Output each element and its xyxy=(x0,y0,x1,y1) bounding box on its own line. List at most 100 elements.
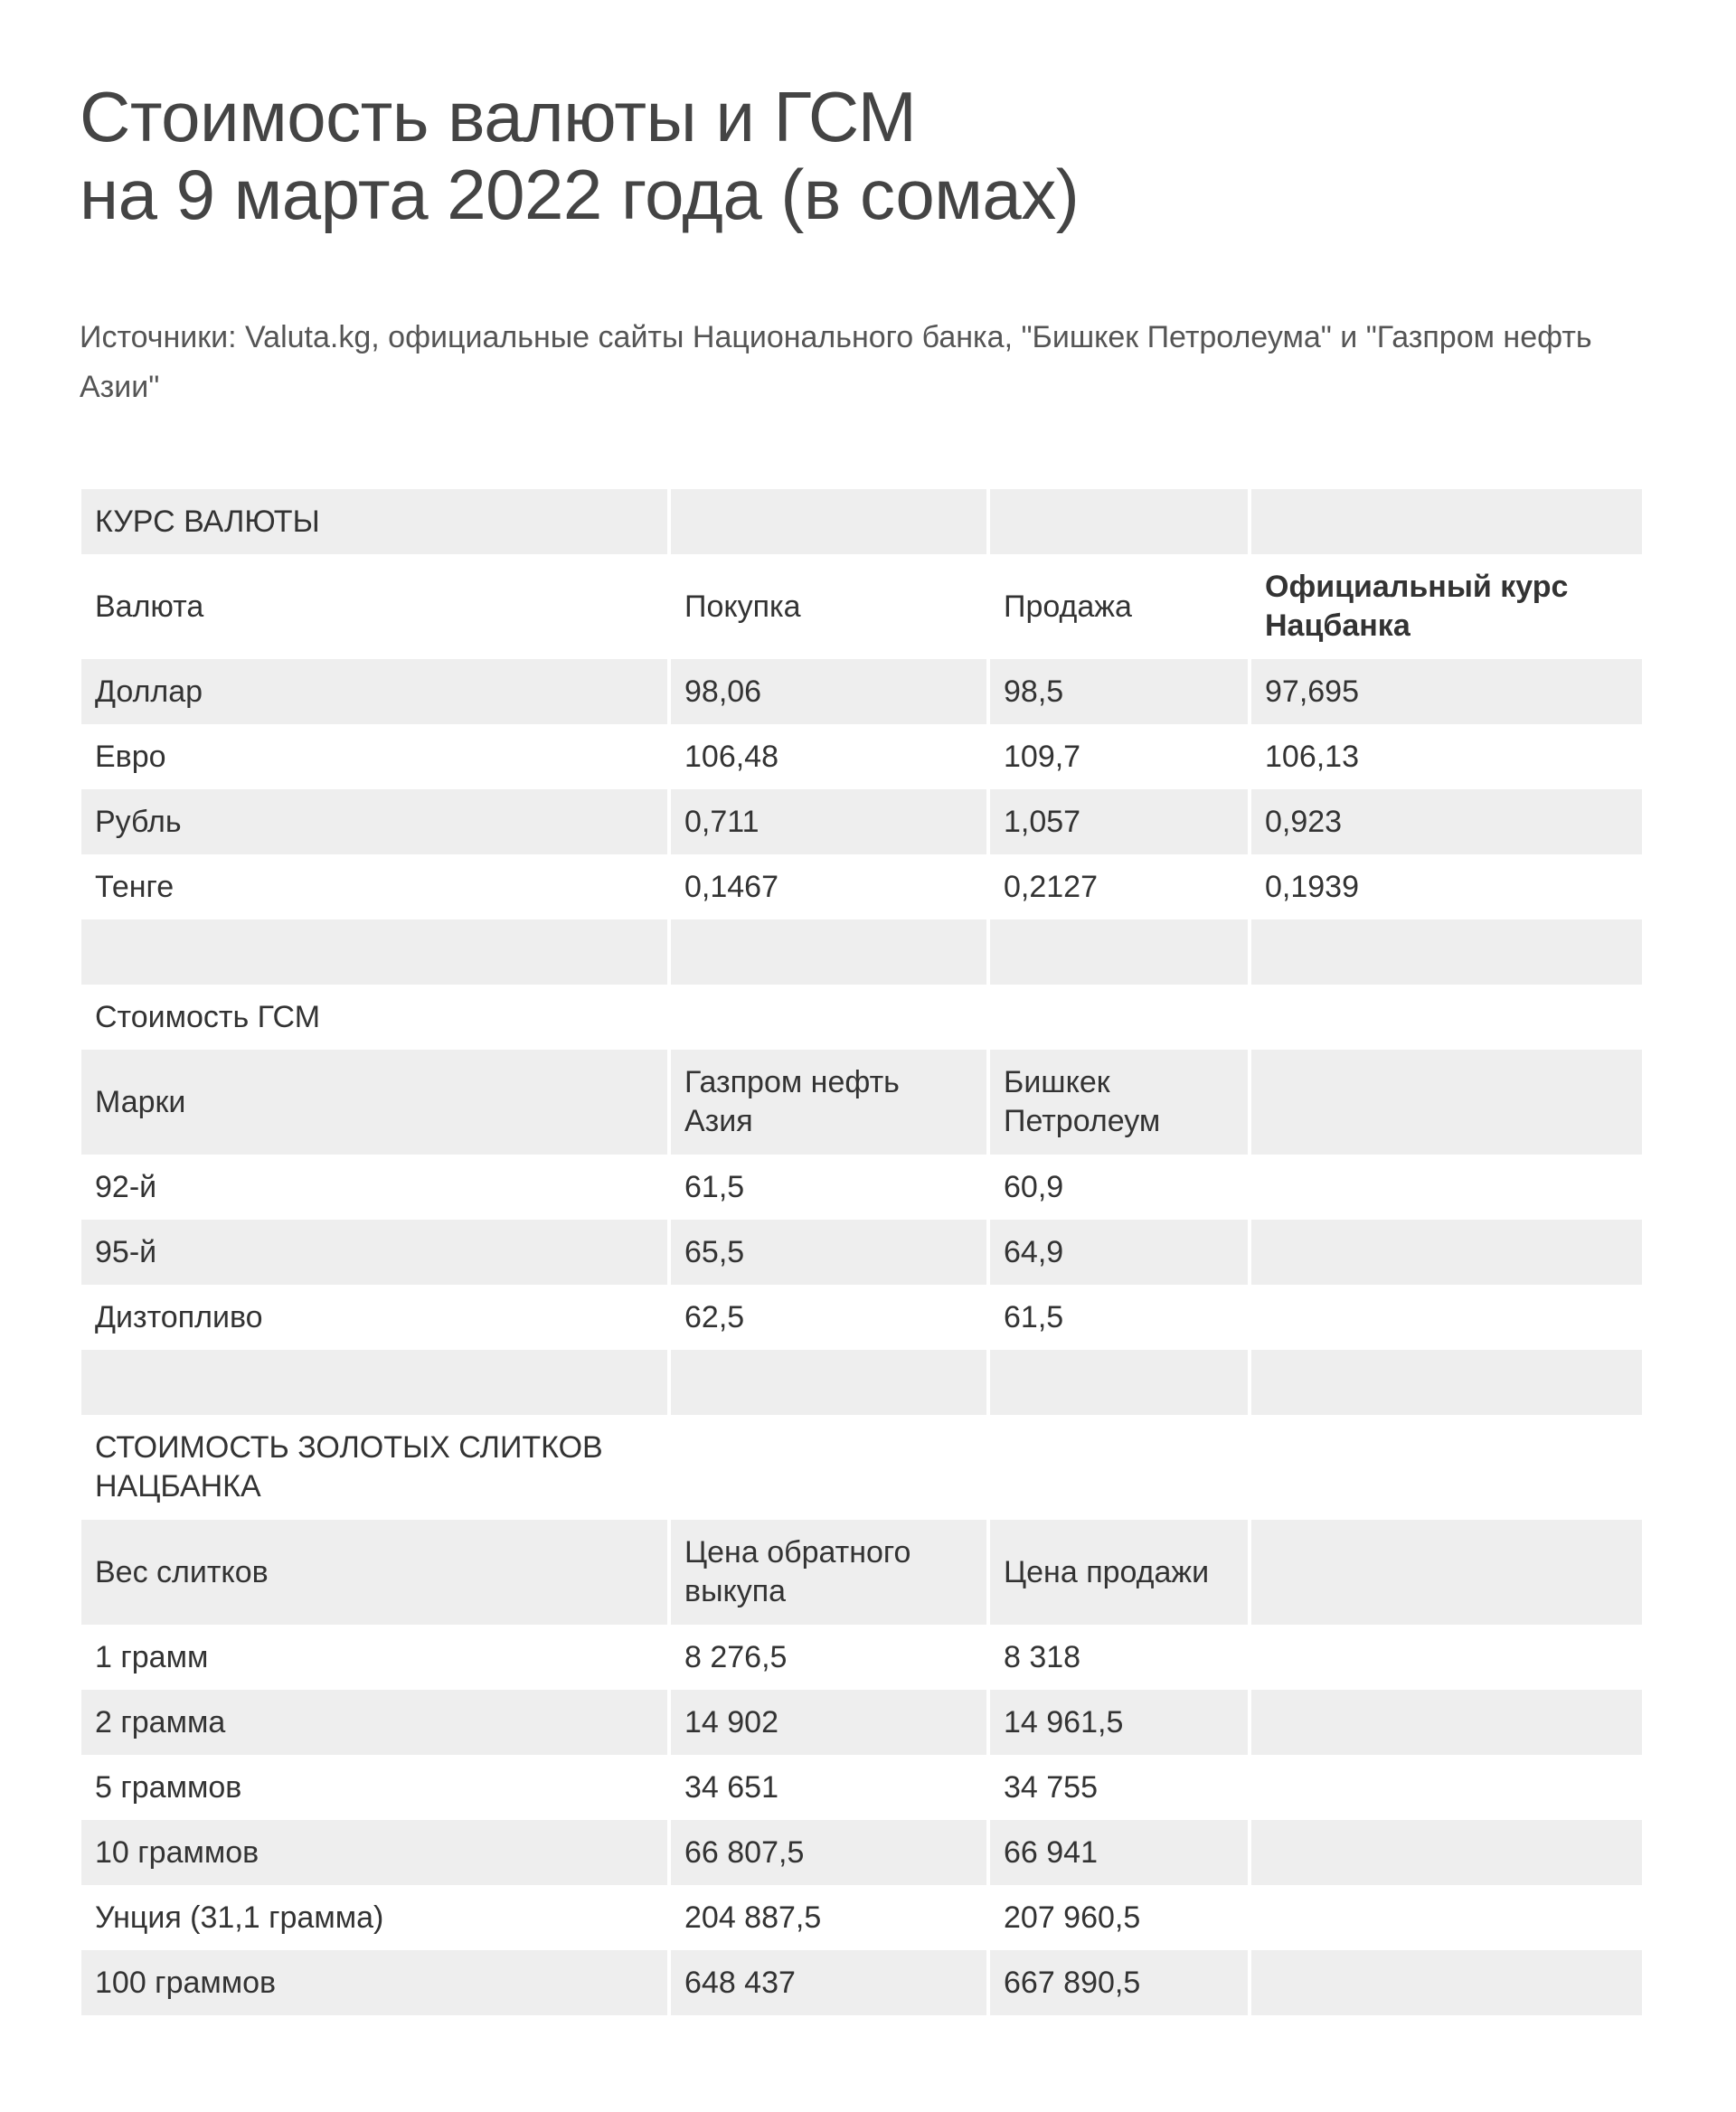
table-cell: 95-й xyxy=(81,1220,667,1285)
table-cell: 648 437 xyxy=(671,1950,986,2015)
table-cell: 14 902 xyxy=(671,1690,986,1755)
table-cell xyxy=(990,985,1248,1050)
table-cell: Доллар xyxy=(81,659,667,724)
table-cell: 204 887,5 xyxy=(671,1885,986,1950)
table-row: Тенге 0,1467 0,2127 0,1939 xyxy=(81,854,1642,919)
sources-note: Источники: Valuta.kg, официальные сайты … xyxy=(80,320,1592,404)
table-cell: 34 755 xyxy=(990,1755,1248,1820)
table-row: Дизтопливо 62,5 61,5 xyxy=(81,1285,1642,1350)
table-row: Доллар 98,06 98,5 97,695 xyxy=(81,659,1642,724)
table-cell: 10 граммов xyxy=(81,1820,667,1885)
table-cell: 8 276,5 xyxy=(671,1625,986,1690)
table-cell xyxy=(671,1415,986,1520)
table-cell: 92-й xyxy=(81,1155,667,1220)
table-cell: 62,5 xyxy=(671,1285,986,1350)
table-cell xyxy=(671,1350,986,1415)
title-line-1: Стоимость валюты и ГСМ xyxy=(80,77,917,156)
table-cell: 0,1467 xyxy=(671,854,986,919)
table-row: 10 граммов 66 807,5 66 941 xyxy=(81,1820,1642,1885)
table-cell xyxy=(990,489,1248,554)
table-cell: Покупка xyxy=(671,554,986,659)
table-row: 1 грамм 8 276,5 8 318 xyxy=(81,1625,1642,1690)
table-cell xyxy=(1251,1820,1642,1885)
table-cell: 98,5 xyxy=(990,659,1248,724)
table-cell: 98,06 xyxy=(671,659,986,724)
table-cell: 106,48 xyxy=(671,724,986,789)
table-row: Стоимость ГСМ xyxy=(81,985,1642,1050)
table-cell: Бишкек Петролеум xyxy=(990,1050,1248,1155)
title-line-2: на 9 марта 2022 года (в сомах) xyxy=(80,155,1080,234)
table-cell xyxy=(990,1350,1248,1415)
table-row: Рубль 0,711 1,057 0,923 xyxy=(81,789,1642,854)
table-cell xyxy=(1251,1520,1642,1625)
table-cell xyxy=(1251,985,1642,1050)
table-cell xyxy=(1251,1155,1642,1220)
table-cell xyxy=(1251,1625,1642,1690)
table-row xyxy=(81,1350,1642,1415)
table-cell: Цена обратного выкупа xyxy=(671,1520,986,1625)
table-cell: 109,7 xyxy=(990,724,1248,789)
table-cell: 66 807,5 xyxy=(671,1820,986,1885)
table-row: 95-й 65,5 64,9 xyxy=(81,1220,1642,1285)
table-cell: Евро xyxy=(81,724,667,789)
table-cell: Вес слитков xyxy=(81,1520,667,1625)
table-cell: Рубль xyxy=(81,789,667,854)
table-cell xyxy=(1251,1350,1642,1415)
table-row: 92-й 61,5 60,9 xyxy=(81,1155,1642,1220)
table-cell: 0,1939 xyxy=(1251,854,1642,919)
table-cell: 34 651 xyxy=(671,1755,986,1820)
table-cell: Официальный курс Нацбанка xyxy=(1251,554,1642,659)
table-cell: 1,057 xyxy=(990,789,1248,854)
table-cell: КУРС ВАЛЮТЫ xyxy=(81,489,667,554)
table-cell: 8 318 xyxy=(990,1625,1248,1690)
table-cell: Стоимость ГСМ xyxy=(81,985,667,1050)
table-cell: Дизтопливо xyxy=(81,1285,667,1350)
table-row: Марки Газпром нефть Азия Бишкек Петролеум xyxy=(81,1050,1642,1155)
table-cell: Унция (31,1 грамма) xyxy=(81,1885,667,1950)
table-cell xyxy=(671,489,986,554)
table-cell: 207 960,5 xyxy=(990,1885,1248,1950)
table-row: 100 граммов 648 437 667 890,5 xyxy=(81,1950,1642,2015)
table-cell: Газпром нефть Азия xyxy=(671,1050,986,1155)
table-row: Валюта Покупка Продажа Официальный курс Нац… xyxy=(81,554,1642,659)
table-cell: Марки xyxy=(81,1050,667,1155)
table-cell xyxy=(1251,1050,1642,1155)
table-row: Унция (31,1 грамма) 204 887,5 207 960,5 xyxy=(81,1885,1642,1950)
table-cell xyxy=(1251,1885,1642,1950)
table-cell: 97,695 xyxy=(1251,659,1642,724)
table-row: Вес слитков Цена обратного выкупа Цена про… xyxy=(81,1520,1642,1625)
table-cell xyxy=(1251,919,1642,985)
table-row: Евро 106,48 109,7 106,13 xyxy=(81,724,1642,789)
table-cell: 0,711 xyxy=(671,789,986,854)
table-row xyxy=(81,919,1642,985)
table-cell xyxy=(81,1350,667,1415)
table-cell xyxy=(1251,1950,1642,2015)
table-cell xyxy=(1251,1220,1642,1285)
table-cell: 5 граммов xyxy=(81,1755,667,1820)
table-cell xyxy=(1251,1755,1642,1820)
table-cell xyxy=(81,919,667,985)
table-cell: 65,5 xyxy=(671,1220,986,1285)
page-title: Стоимость валюты и ГСМ на 9 марта 2022 г… xyxy=(80,77,1080,234)
table-cell xyxy=(671,985,986,1050)
table-cell: 106,13 xyxy=(1251,724,1642,789)
table-cell xyxy=(990,1415,1248,1520)
table-cell: 100 граммов xyxy=(81,1950,667,2015)
table-cell xyxy=(1251,489,1642,554)
table-cell: 64,9 xyxy=(990,1220,1248,1285)
table-cell xyxy=(671,919,986,985)
table-cell: 667 890,5 xyxy=(990,1950,1248,2015)
table-cell: 66 941 xyxy=(990,1820,1248,1885)
table-cell: 0,923 xyxy=(1251,789,1642,854)
table-row: 5 граммов 34 651 34 755 xyxy=(81,1755,1642,1820)
table-cell: Тенге xyxy=(81,854,667,919)
table-row: КУРС ВАЛЮТЫ xyxy=(81,489,1642,554)
table-cell: 2 грамма xyxy=(81,1690,667,1755)
table-cell: 60,9 xyxy=(990,1155,1248,1220)
table-cell xyxy=(1251,1690,1642,1755)
table-cell: Цена продажи xyxy=(990,1520,1248,1625)
table-cell: 0,2127 xyxy=(990,854,1248,919)
table-cell: СТОИМОСТЬ ЗОЛОТЫХ СЛИТКОВ НАЦБАНКА xyxy=(81,1415,667,1520)
table-cell: 1 грамм xyxy=(81,1625,667,1690)
table-cell xyxy=(1251,1415,1642,1520)
